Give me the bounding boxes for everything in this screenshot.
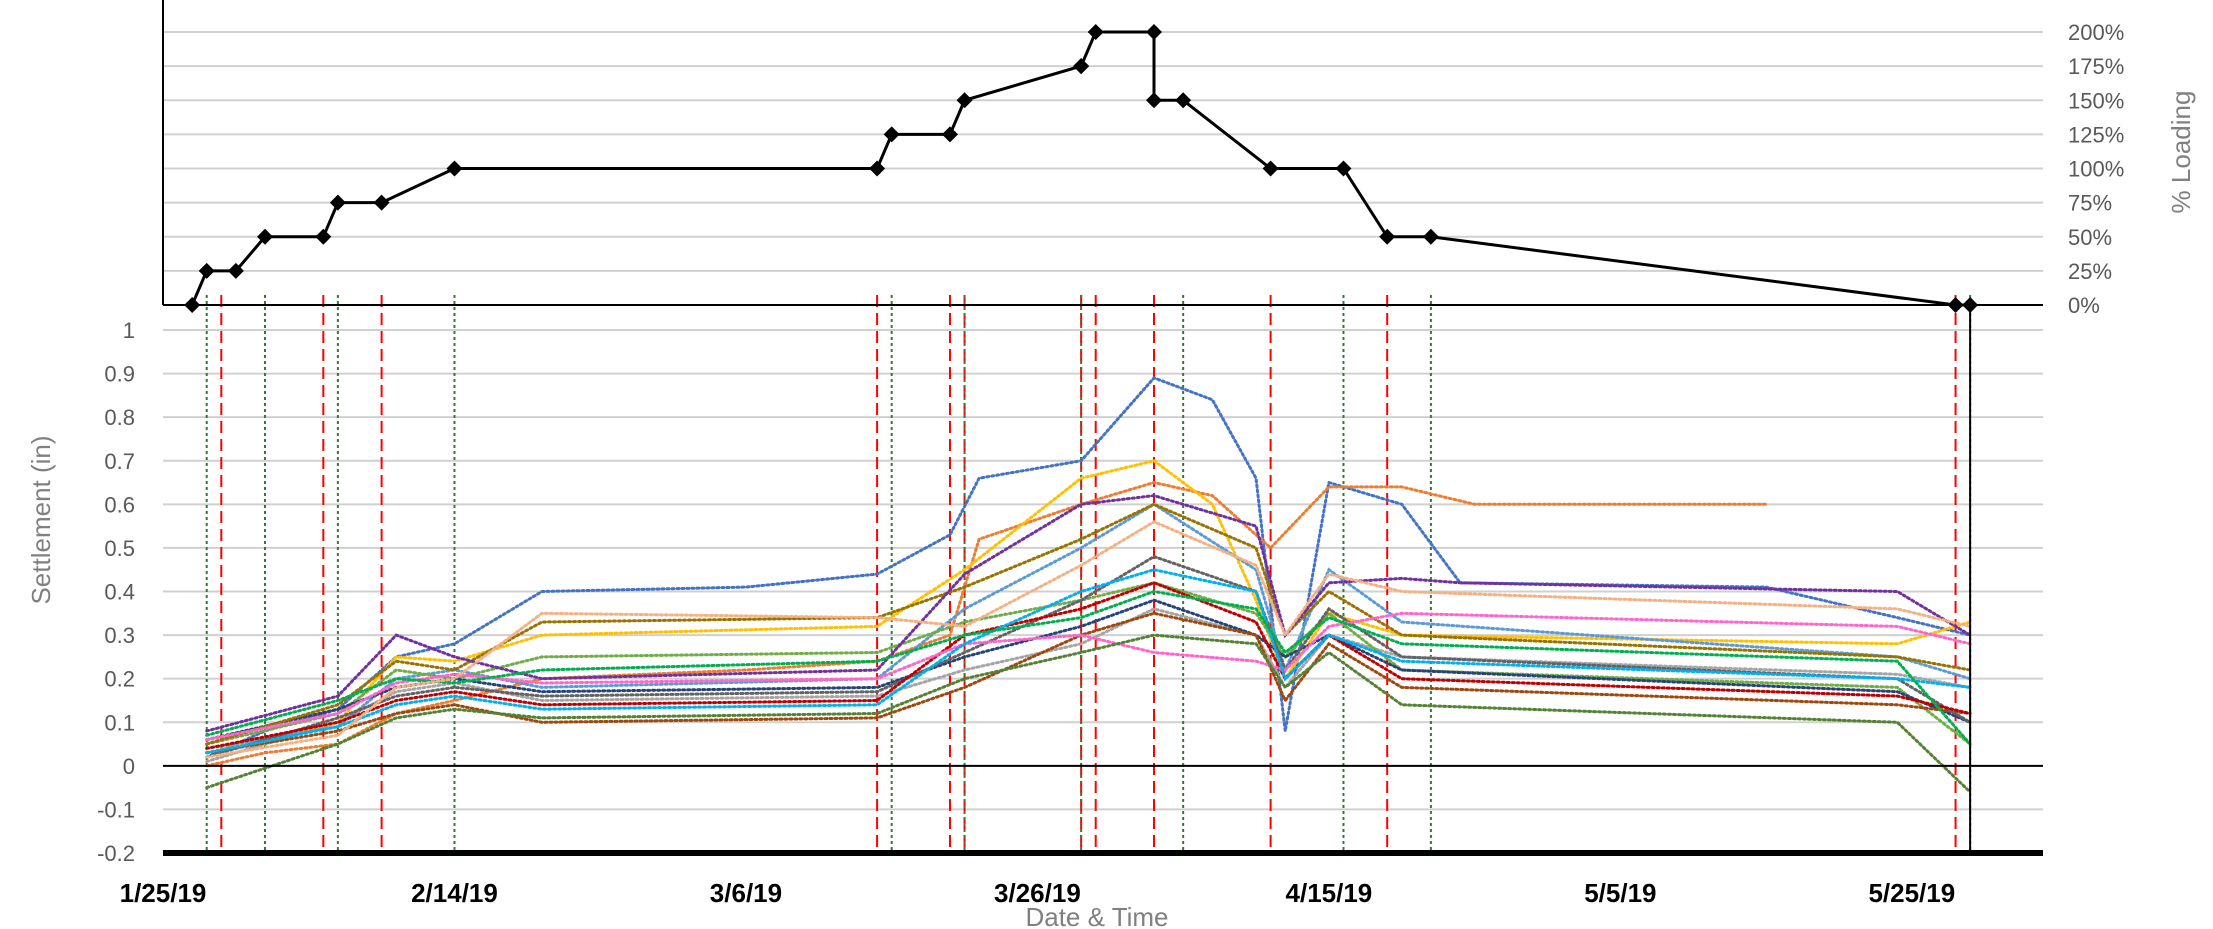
- loading-point-marker: [1335, 160, 1352, 177]
- settlement-axis-title: Settlement (in): [26, 435, 56, 604]
- loading-tick-label: 125%: [2068, 122, 2124, 147]
- settlement-tick-label: 0.6: [104, 492, 135, 517]
- loading-tick-label: 0%: [2068, 293, 2100, 318]
- settlement-tick-label: 0.4: [104, 580, 135, 605]
- settlement-gridlines: [163, 329, 2043, 811]
- loading-tick-label: 150%: [2068, 88, 2124, 113]
- loading-tick-label: 175%: [2068, 54, 2124, 79]
- loading-point-marker: [1175, 92, 1192, 109]
- settlement-series-line: [205, 581, 1972, 750]
- x-tick-label: 1/25/19: [120, 878, 207, 908]
- settlement-tick-label: 0.7: [104, 449, 135, 474]
- loading-tick-label: 50%: [2068, 225, 2112, 250]
- loading-point-marker: [1087, 24, 1104, 40]
- settlement-series-line: [205, 480, 1768, 768]
- settlement-series-line: [205, 376, 1972, 759]
- x-tick-label: 3/26/19: [994, 878, 1081, 908]
- loading-point-marker: [883, 126, 900, 143]
- settlement-tick-label: 0.5: [104, 536, 135, 561]
- settlement-series-group: [205, 376, 1972, 794]
- loading-point-marker: [315, 228, 332, 245]
- settlement-tick-label: 1: [123, 318, 135, 343]
- settlement-series-line: [205, 568, 1972, 755]
- loading-point-marker: [1073, 58, 1090, 75]
- settlement-tick-label: 0: [123, 754, 135, 779]
- settlement-tick-label: 0.1: [104, 710, 135, 735]
- settlement-tick-label: -0.2: [97, 841, 135, 866]
- settlement-series-line: [205, 589, 1972, 746]
- settlement-series-line: [205, 494, 1972, 733]
- loading-point-marker: [1379, 228, 1396, 245]
- axes: [162, 0, 2043, 856]
- loading-point-marker: [1422, 228, 1439, 245]
- settlement-series-line: [205, 520, 1972, 759]
- x-tick-label: 3/6/19: [710, 878, 782, 908]
- loading-point-marker: [1146, 24, 1163, 40]
- x-tick-label: 4/15/19: [1286, 878, 1373, 908]
- loading-event-lines: [205, 295, 1972, 853]
- settlement-series-line: [205, 502, 1972, 750]
- settlement-series-line: [205, 633, 1972, 794]
- tick-labels: 200% 175% 150% 125% 100% 75% 50% 25% 0% 1 0.9 0.8 0.…: [97, 20, 2124, 908]
- x-tick-label: 2/14/19: [411, 878, 498, 908]
- loading-tick-label: 200%: [2068, 20, 2124, 45]
- loading-point-marker: [198, 262, 215, 279]
- loading-point-marker: [373, 194, 390, 211]
- loading-tick-label: 25%: [2068, 259, 2112, 284]
- loading-gridlines: [163, 31, 2043, 272]
- loading-point-marker: [227, 262, 244, 279]
- loading-point-marker: [941, 126, 958, 143]
- loading-point-marker: [869, 160, 886, 177]
- loading-point-marker: [257, 228, 274, 245]
- loading-point-marker: [1146, 92, 1163, 109]
- loading-tick-label: 75%: [2068, 191, 2112, 216]
- loading-point-marker: [446, 160, 463, 177]
- settlement-series-line: [205, 502, 1972, 746]
- settlement-tick-label: 0.8: [104, 405, 135, 430]
- settlement-tick-label: 0.3: [104, 623, 135, 648]
- x-axis-title: Date & Time: [1025, 902, 1168, 929]
- loading-axis-title: % Loading: [2166, 91, 2196, 214]
- settlement-series-line: [205, 459, 1972, 755]
- loading-point-marker: [329, 194, 346, 211]
- settlement-tick-label: 0.9: [104, 362, 135, 387]
- settlement-tick-label: -0.1: [97, 797, 135, 822]
- x-tick-label: 5/25/19: [1868, 878, 1955, 908]
- loading-tick-label: 100%: [2068, 157, 2124, 182]
- loading-point-marker: [956, 92, 973, 109]
- x-tick-label: 5/5/19: [1584, 878, 1656, 908]
- loading-point-marker: [1262, 160, 1279, 177]
- settlement-tick-label: 0.2: [104, 667, 135, 692]
- settlement-series-line: [205, 554, 1972, 759]
- loading-series-group: [184, 24, 1979, 313]
